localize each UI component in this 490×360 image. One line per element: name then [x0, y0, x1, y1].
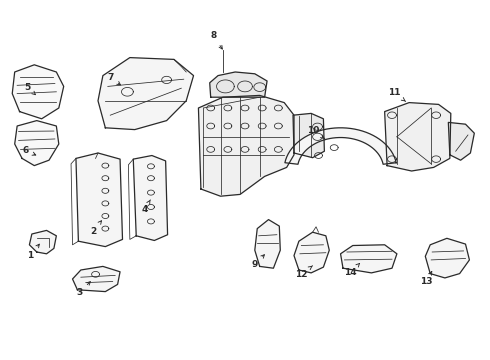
- Polygon shape: [385, 103, 451, 171]
- Text: 7: 7: [107, 73, 121, 85]
- Text: 1: 1: [27, 244, 39, 260]
- Text: 10: 10: [307, 126, 325, 139]
- Polygon shape: [29, 230, 56, 254]
- Text: 3: 3: [76, 282, 90, 297]
- Polygon shape: [294, 232, 329, 273]
- Polygon shape: [425, 238, 469, 278]
- Polygon shape: [341, 245, 397, 273]
- Polygon shape: [15, 121, 59, 166]
- Text: 2: 2: [90, 221, 101, 236]
- Text: 8: 8: [211, 31, 222, 49]
- Text: 6: 6: [23, 146, 36, 155]
- Text: 11: 11: [388, 88, 406, 102]
- Polygon shape: [210, 72, 267, 97]
- Polygon shape: [133, 156, 168, 240]
- Text: 4: 4: [141, 200, 150, 214]
- Polygon shape: [12, 65, 64, 119]
- Polygon shape: [285, 128, 396, 164]
- Polygon shape: [293, 113, 324, 158]
- Text: 13: 13: [420, 271, 433, 286]
- Polygon shape: [255, 220, 280, 268]
- Polygon shape: [73, 266, 120, 292]
- Polygon shape: [198, 95, 294, 196]
- Polygon shape: [98, 58, 194, 130]
- Text: 12: 12: [295, 266, 313, 279]
- Text: 14: 14: [344, 264, 360, 277]
- Text: 5: 5: [24, 83, 35, 95]
- Polygon shape: [76, 153, 122, 247]
- Polygon shape: [448, 122, 474, 160]
- Text: 9: 9: [251, 255, 265, 269]
